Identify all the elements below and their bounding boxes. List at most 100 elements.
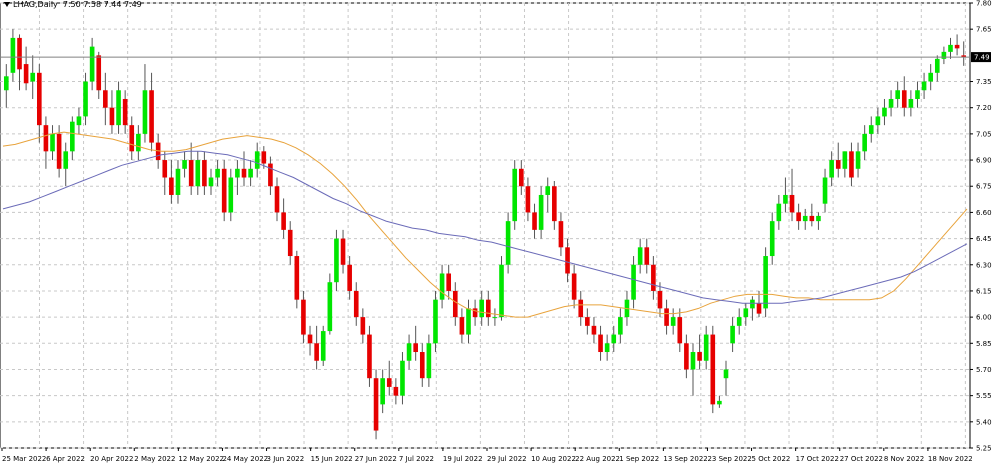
- candle-body: [558, 221, 564, 248]
- candle-body: [413, 343, 418, 353]
- x-tick-label: 10 Aug 2022: [531, 455, 576, 463]
- caret-down-icon: [4, 2, 10, 7]
- candle-body: [466, 308, 471, 335]
- candle-body: [248, 168, 253, 178]
- candle-body: [492, 317, 498, 319]
- candle-body: [750, 299, 755, 309]
- candle-body: [182, 160, 187, 169]
- candle-body: [142, 90, 148, 134]
- x-tick-label: 18 Nov 2022: [928, 455, 973, 463]
- candle-body: [360, 317, 366, 335]
- candle-body: [684, 343, 689, 370]
- candle-body: [954, 44, 960, 49]
- candle-body: [254, 151, 260, 169]
- symbol-text: LHAG,Daily: [13, 0, 58, 9]
- x-tick-label: 25 Mar 2022: [2, 455, 46, 463]
- candle-body: [452, 290, 458, 318]
- candle-body: [743, 308, 749, 318]
- candle-body: [122, 98, 128, 126]
- y-tick-label: 7.80: [976, 0, 992, 8]
- y-tick-label: 7.35: [976, 78, 992, 86]
- candle-body: [532, 212, 537, 230]
- plot-frame: [0, 2, 971, 449]
- candle-body: [519, 168, 524, 187]
- candle-body: [56, 133, 62, 169]
- candle-body: [895, 90, 900, 99]
- candle-body: [908, 98, 914, 108]
- candle-body: [961, 55, 967, 58]
- x-tick-label: 3 Jun 2022: [267, 455, 305, 463]
- candle-body: [208, 177, 214, 187]
- candle-body: [274, 186, 280, 213]
- candle-body: [459, 317, 465, 335]
- candle-body: [578, 299, 584, 318]
- candle-body: [657, 290, 663, 309]
- candle-body: [10, 37, 16, 73]
- candle-body: [928, 72, 933, 82]
- candle-body: [433, 299, 438, 344]
- candle-body: [525, 186, 531, 213]
- candle-body: [228, 177, 234, 213]
- candle-body: [915, 90, 920, 99]
- candle-body: [103, 90, 108, 108]
- candle-body: [796, 212, 801, 222]
- candle-body: [17, 37, 22, 70]
- candle-body: [30, 72, 36, 82]
- candle-body: [202, 160, 207, 187]
- candle-body: [783, 194, 788, 204]
- candle-body: [756, 303, 762, 314]
- x-tick-label: 7 Jul 2022: [399, 455, 434, 463]
- candle-body: [670, 317, 676, 326]
- candle-body: [175, 168, 181, 195]
- candle-body: [373, 378, 379, 431]
- candle-body: [499, 264, 504, 318]
- candle-body: [23, 64, 29, 84]
- candle-body: [829, 160, 834, 178]
- candle-body: [261, 151, 267, 164]
- candle-body: [816, 215, 821, 222]
- candle-body: [882, 107, 887, 117]
- x-tick-label: 24 May 2022: [222, 455, 268, 463]
- candle-body: [552, 186, 557, 222]
- candle-body: [717, 400, 722, 405]
- x-tick-label: 19 Jul 2022: [443, 455, 483, 463]
- candle-body: [730, 325, 735, 344]
- candle-body: [43, 125, 49, 152]
- candle-body: [188, 160, 194, 187]
- candle-body: [512, 168, 518, 222]
- candle-body: [406, 343, 412, 361]
- candle-body: [195, 160, 201, 187]
- candle-body: [565, 247, 570, 274]
- candle-body: [340, 238, 346, 265]
- candle-body: [505, 221, 511, 265]
- y-tick-label: 7.20: [976, 104, 992, 112]
- candle-body: [426, 343, 432, 379]
- candle-body: [63, 151, 69, 169]
- candle-body: [169, 177, 174, 195]
- candle-body: [479, 299, 485, 318]
- y-tick-label: 7.65: [976, 26, 992, 34]
- candle-body: [618, 317, 623, 335]
- candle-body: [89, 46, 95, 82]
- candle-body: [697, 352, 702, 361]
- x-tick-label: 6 Apr 2022: [46, 455, 85, 463]
- candle-body: [723, 369, 729, 379]
- candle-body: [367, 334, 372, 379]
- candle-body: [129, 125, 135, 152]
- candle-body: [941, 51, 947, 59]
- x-tick-label: 29 Jul 2022: [487, 455, 527, 463]
- x-tick-label: 23 Sep 2022: [707, 455, 751, 463]
- current-price-tag: [971, 52, 991, 63]
- ohlc-text: 7.50 7.58 7.44 7.49: [62, 0, 142, 9]
- candle-body: [802, 215, 808, 222]
- candle-body: [611, 334, 617, 344]
- candle-body: [353, 290, 359, 318]
- candle-body: [50, 133, 55, 152]
- candle-body: [241, 168, 247, 178]
- y-tick-label: 6.60: [976, 209, 992, 217]
- candle-body: [221, 168, 227, 213]
- candle-body: [327, 282, 333, 332]
- x-tick-label: 17 Oct 2022: [796, 455, 839, 463]
